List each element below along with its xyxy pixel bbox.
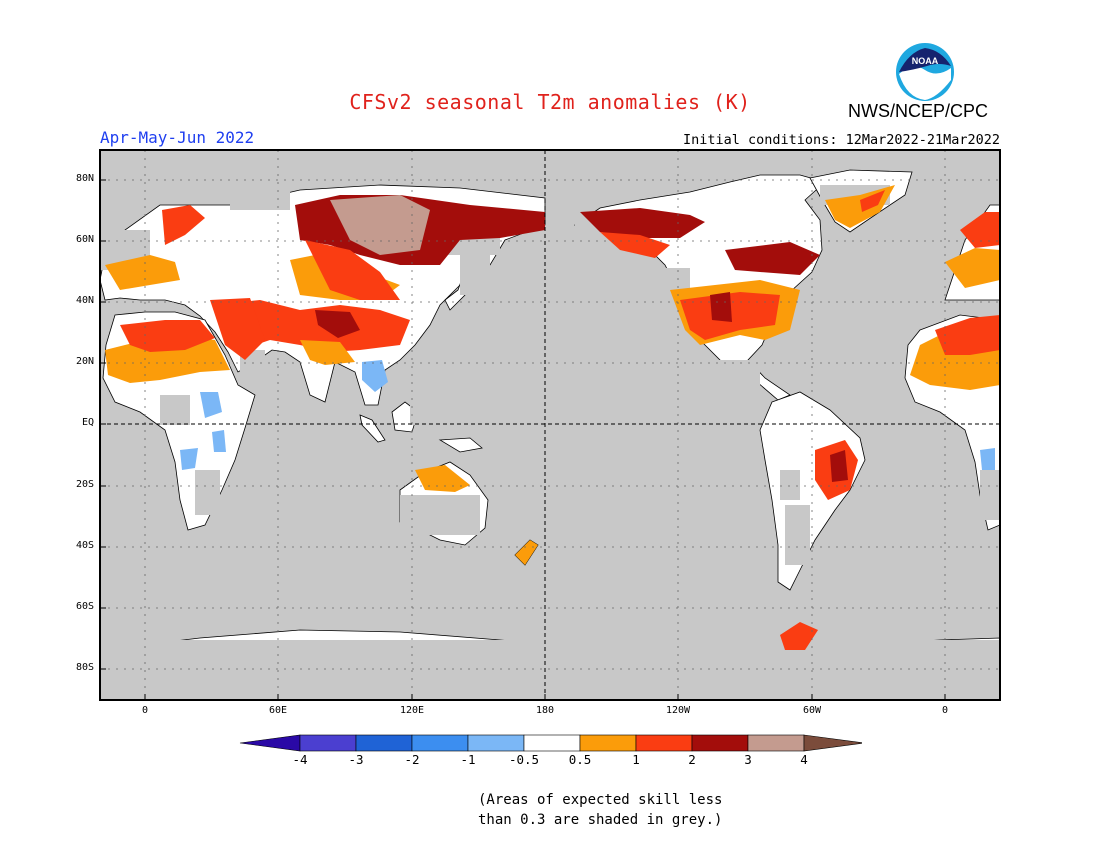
colorbar — [239, 734, 862, 752]
lat-lon-grid — [100, 150, 1000, 700]
colorbar-right-arrow — [803, 734, 862, 752]
new-guinea-land — [438, 437, 483, 453]
footnote-line-2: than 0.3 are shaded in grey.) — [478, 812, 723, 828]
lon-label: 180 — [535, 705, 555, 716]
lat-label: 40N — [75, 295, 94, 306]
lon-label: 120W — [665, 705, 691, 716]
cool-anomaly-patches — [180, 360, 995, 470]
lat-label: 20N — [75, 356, 94, 367]
lat-label: 60S — [75, 601, 94, 612]
lat-label: 20S — [75, 479, 94, 490]
axis-ticks — [100, 179, 946, 700]
organization-label: NWS/NCEP/CPC — [848, 101, 989, 121]
lat-label: 60N — [75, 234, 94, 245]
lon-label: 120E — [399, 705, 425, 716]
lat-label: 40S — [75, 540, 94, 551]
colorbar-label: -0.5 — [508, 752, 540, 767]
colorbar-cell — [299, 734, 357, 752]
warm-anomaly-patches — [105, 185, 1000, 650]
colorbar-label: 3 — [744, 752, 752, 767]
colorbar-label: -4 — [292, 752, 308, 767]
lat-label: 80N — [75, 173, 94, 184]
chart-title: CFSv2 seasonal T2m anomalies (K) — [349, 90, 751, 114]
lon-label: 0 — [141, 705, 149, 716]
colorbar-cell — [579, 734, 637, 752]
sumatra-land — [359, 414, 386, 443]
lon-label: 60W — [802, 705, 822, 716]
colorbar-cell — [411, 734, 469, 752]
low-skill-mask — [100, 185, 1000, 700]
colorbar-cell — [355, 734, 413, 752]
noaa-logo: NOAA — [895, 42, 955, 102]
colorbar-cell — [467, 734, 525, 752]
colorbar-label: 4 — [800, 752, 808, 767]
colorbar-label: -1 — [460, 752, 476, 767]
colorbar-label: 2 — [688, 752, 696, 767]
colorbar-cell — [691, 734, 749, 752]
season-label: Apr-May-Jun 2022 — [100, 128, 255, 147]
colorbar-label: -2 — [404, 752, 420, 767]
colorbar-cell — [523, 734, 581, 752]
colorbar-left-arrow — [239, 734, 301, 752]
colorbar-label: 0.5 — [568, 752, 592, 767]
lat-label: EQ — [81, 417, 94, 428]
land-layer — [100, 169, 1000, 700]
initial-conditions-label: Initial conditions: 12Mar2022-21Mar2022 — [683, 132, 1000, 148]
footnote-line-1: (Areas of expected skill less — [478, 792, 723, 808]
map-frame — [99, 149, 1001, 701]
colorbar-cell — [747, 734, 805, 752]
colorbar-label: 1 — [632, 752, 640, 767]
lat-label: 80S — [75, 662, 94, 673]
logo-text: NOAA — [912, 56, 939, 66]
lon-label: 60E — [268, 705, 288, 716]
colorbar-label: -3 — [348, 752, 364, 767]
colorbar-cell — [635, 734, 693, 752]
lon-label: 0 — [941, 705, 949, 716]
